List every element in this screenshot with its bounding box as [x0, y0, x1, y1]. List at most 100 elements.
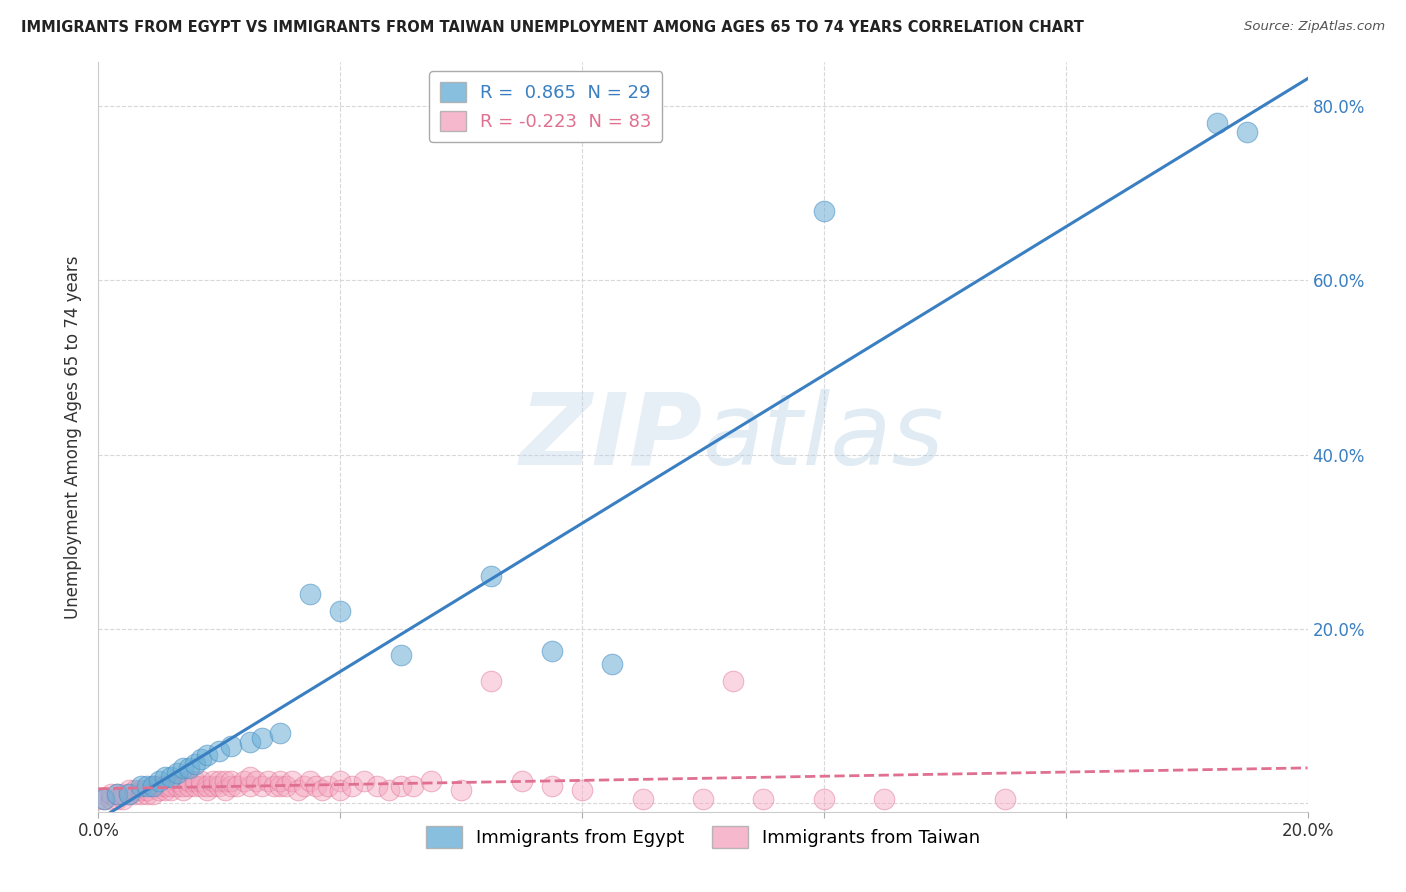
Point	[190, 752, 212, 766]
Point	[184, 779, 207, 793]
Point	[172, 761, 194, 775]
Point	[481, 673, 503, 688]
Point	[269, 726, 291, 740]
Point	[389, 779, 412, 793]
Text: atlas: atlas	[703, 389, 945, 485]
Point	[179, 774, 201, 789]
Point	[142, 787, 165, 801]
Point	[124, 787, 146, 801]
Point	[311, 783, 333, 797]
Point	[450, 783, 472, 797]
Point	[281, 774, 304, 789]
Point	[129, 779, 152, 793]
Point	[100, 787, 122, 801]
Point	[111, 787, 134, 801]
Point	[179, 761, 201, 775]
Point	[118, 787, 141, 801]
Point	[287, 783, 309, 797]
Point	[420, 774, 443, 789]
Point	[813, 791, 835, 805]
Point	[93, 791, 115, 805]
Point	[208, 774, 231, 789]
Point	[329, 604, 352, 618]
Point	[214, 774, 236, 789]
Point	[752, 791, 775, 805]
Point	[316, 779, 339, 793]
Point	[172, 783, 194, 797]
Point	[239, 779, 262, 793]
Y-axis label: Unemployment Among Ages 65 to 74 years: Unemployment Among Ages 65 to 74 years	[63, 255, 82, 619]
Point	[148, 783, 170, 797]
Point	[292, 779, 315, 793]
Point	[87, 791, 110, 805]
Point	[190, 779, 212, 793]
Point	[402, 779, 425, 793]
Point	[873, 791, 896, 805]
Point	[692, 791, 714, 805]
Point	[135, 787, 157, 801]
Point	[118, 787, 141, 801]
Point	[239, 735, 262, 749]
Point	[813, 203, 835, 218]
Point	[160, 770, 183, 784]
Point	[389, 648, 412, 662]
Point	[208, 779, 231, 793]
Point	[160, 779, 183, 793]
Point	[148, 774, 170, 789]
Point	[166, 765, 188, 780]
Point	[226, 779, 249, 793]
Point	[214, 783, 236, 797]
Point	[602, 657, 624, 671]
Point	[153, 783, 176, 797]
Point	[184, 756, 207, 771]
Point	[263, 779, 285, 793]
Point	[166, 779, 188, 793]
Point	[208, 744, 231, 758]
Point	[1236, 125, 1258, 139]
Point	[540, 779, 562, 793]
Point	[269, 779, 291, 793]
Point	[202, 779, 225, 793]
Point	[100, 791, 122, 805]
Point	[166, 774, 188, 789]
Point	[366, 779, 388, 793]
Point	[481, 569, 503, 583]
Point	[329, 774, 352, 789]
Point	[105, 791, 128, 805]
Point	[299, 587, 322, 601]
Point	[195, 748, 218, 763]
Point	[269, 774, 291, 789]
Point	[105, 787, 128, 801]
Point	[510, 774, 533, 789]
Point	[221, 739, 243, 754]
Point	[342, 779, 364, 793]
Point	[571, 783, 593, 797]
Point	[221, 774, 243, 789]
Point	[221, 779, 243, 793]
Point	[153, 779, 176, 793]
Point	[184, 774, 207, 789]
Point	[994, 791, 1017, 805]
Point	[305, 779, 328, 793]
Point	[202, 774, 225, 789]
Point	[1206, 116, 1229, 130]
Point	[118, 783, 141, 797]
Point	[135, 779, 157, 793]
Point	[250, 731, 273, 745]
Point	[142, 779, 165, 793]
Point	[377, 783, 399, 797]
Point	[239, 770, 262, 784]
Point	[111, 791, 134, 805]
Point	[93, 791, 115, 805]
Point	[135, 783, 157, 797]
Point	[172, 779, 194, 793]
Point	[148, 779, 170, 793]
Point	[631, 791, 654, 805]
Point	[160, 783, 183, 797]
Point	[129, 783, 152, 797]
Point	[179, 779, 201, 793]
Text: Source: ZipAtlas.com: Source: ZipAtlas.com	[1244, 20, 1385, 33]
Point	[245, 774, 267, 789]
Point	[190, 774, 212, 789]
Point	[153, 770, 176, 784]
